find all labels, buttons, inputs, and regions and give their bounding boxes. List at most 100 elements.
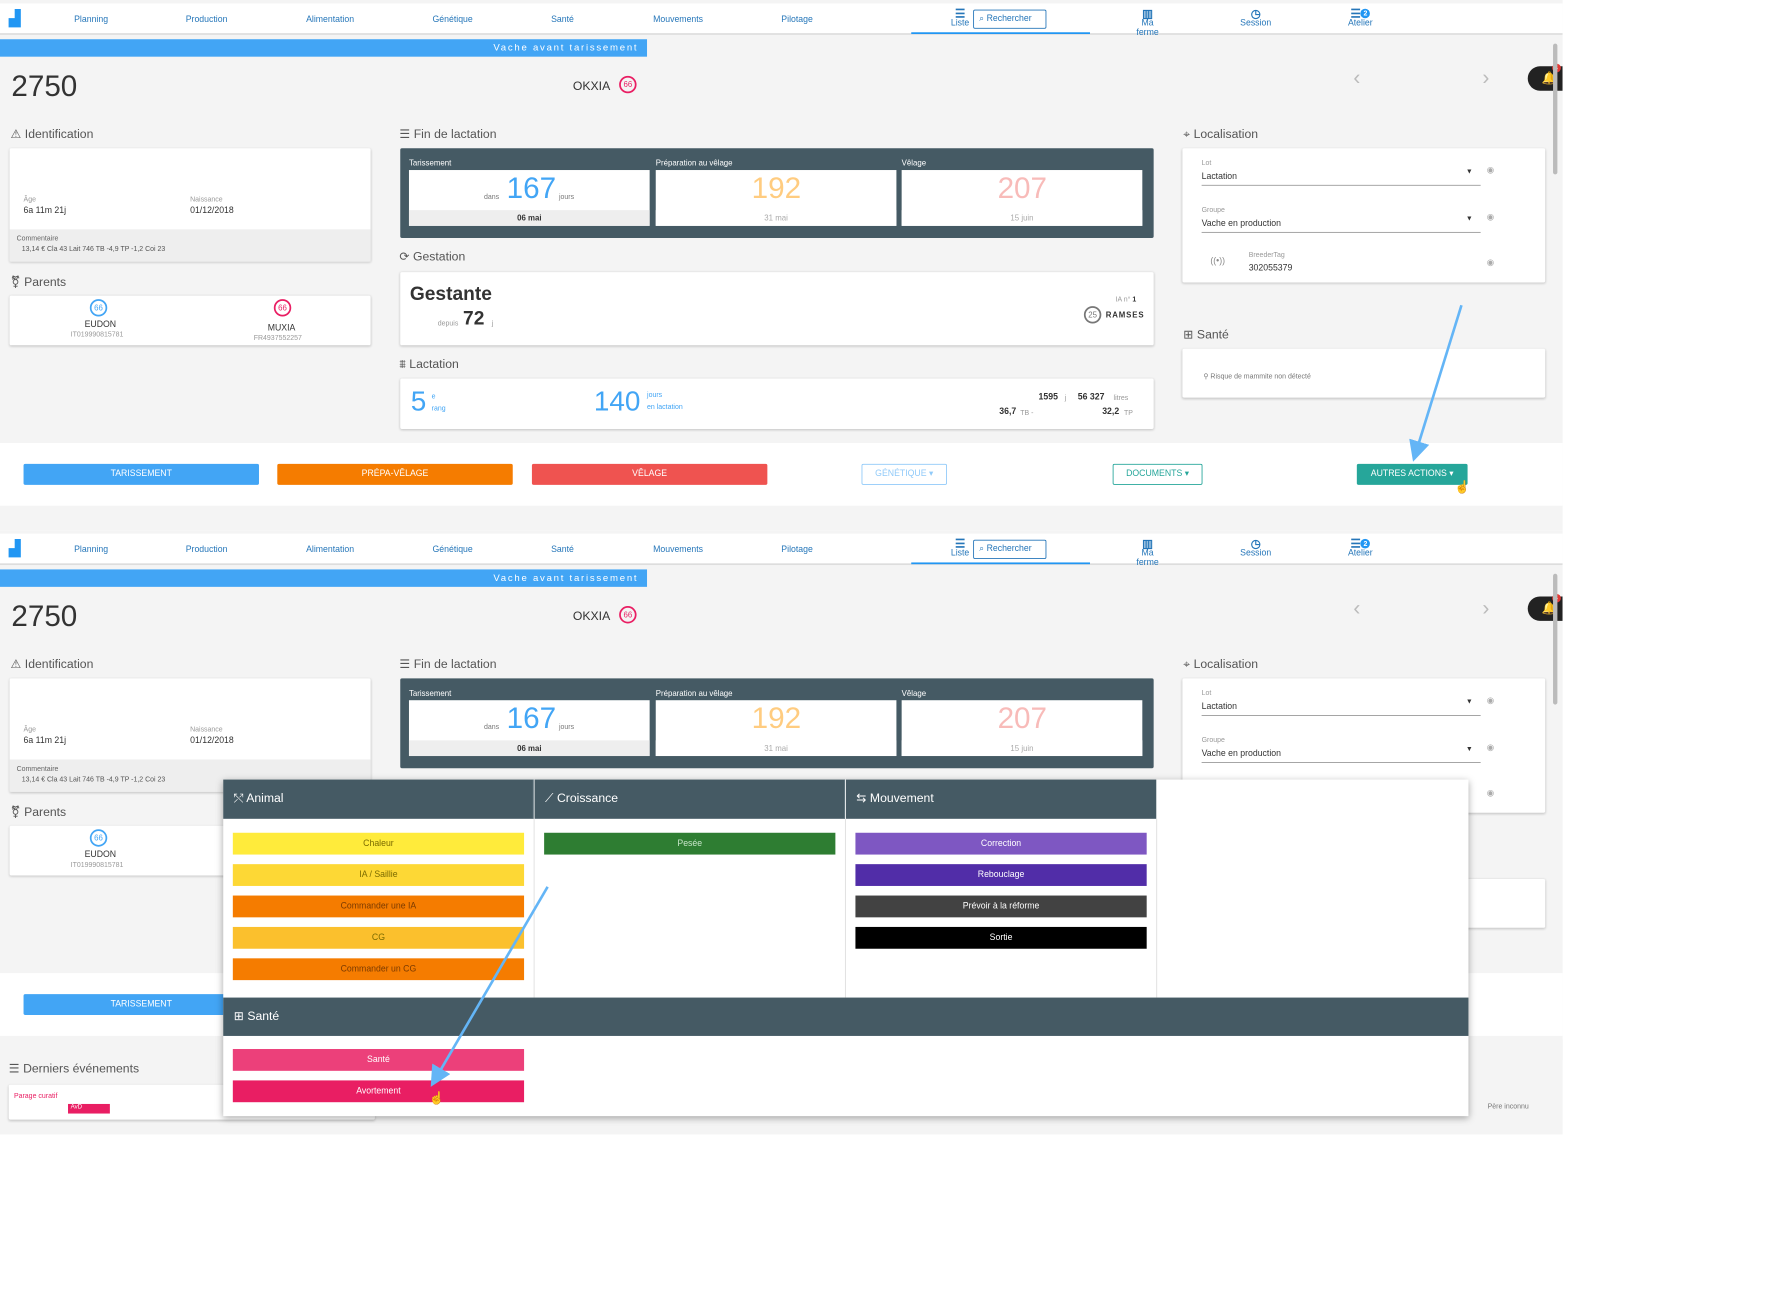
nav-mouvements[interactable]: Mouvements: [653, 545, 704, 555]
eye-icon[interactable]: ◉: [1486, 788, 1495, 798]
nav-pilotage[interactable]: Pilotage: [781, 14, 813, 25]
velage-days: 207: [997, 701, 1048, 736]
tarissement-button[interactable]: TARISSEMENT: [23, 463, 259, 485]
chevron-down-icon[interactable]: ▼: [1465, 214, 1473, 223]
lot-select[interactable]: Lactation: [1201, 702, 1481, 716]
prevoir-reforme-button[interactable]: Prévoir à la réforme: [855, 895, 1147, 918]
growth-icon: ⟋: [545, 790, 554, 805]
tarissement-button[interactable]: TARISSEMENT: [23, 994, 259, 1016]
nav-alimentation[interactable]: Alimentation: [306, 14, 355, 25]
lactation-tp: 32,2: [1102, 407, 1120, 417]
gestation-card: Gestante depuis 72 j IA n° 1 25 RAMSES: [400, 272, 1154, 346]
app-logo-icon[interactable]: ▟: [8, 9, 21, 28]
bull-name[interactable]: RAMSES: [1105, 310, 1145, 320]
nav-sante[interactable]: Santé: [551, 545, 574, 555]
chevron-down-icon[interactable]: ▼: [1465, 744, 1473, 753]
rfid-icon: ((•)): [1210, 256, 1226, 266]
velage-date: 15 juin: [901, 210, 1143, 226]
nav-atelier[interactable]: ☰ 2 Atelier: [1343, 8, 1378, 28]
sortie-button[interactable]: Sortie: [855, 926, 1147, 949]
prepa-velage-button[interactable]: PRÉPA-VÊLAGE: [277, 463, 513, 485]
nav-atelier[interactable]: ☰ 2 Atelier: [1343, 538, 1378, 558]
eye-icon[interactable]: ◉: [1486, 258, 1495, 268]
ia-saillie-button[interactable]: IA / Saillie: [232, 864, 525, 886]
session-icon: ◷: [1250, 6, 1261, 21]
commander-ia-button[interactable]: Commander une IA: [232, 895, 525, 918]
nav-genetique[interactable]: Génétique: [432, 545, 473, 555]
nav-production[interactable]: Production: [185, 545, 228, 555]
comment-label: Commentaire: [16, 234, 59, 243]
next-arrow-icon[interactable]: ›: [1482, 66, 1490, 90]
mother-name[interactable]: MUXIA: [267, 323, 296, 334]
animal-icon: ⤲: [233, 790, 244, 805]
father-name[interactable]: EUDON: [84, 320, 117, 330]
cg-button[interactable]: CG: [232, 926, 525, 949]
documents-button[interactable]: DOCUMENTS ▾: [1112, 463, 1203, 485]
lactation-rank: 5: [410, 385, 427, 417]
nav-ma-ferme[interactable]: ▥ Ma ferme: [1130, 538, 1165, 568]
nav-session[interactable]: ◷ Session: [1240, 6, 1272, 28]
preparation-label: Préparation au vêlage: [655, 158, 733, 168]
gestation-days: 72: [463, 306, 485, 329]
sante-action-button[interactable]: Santé: [232, 1049, 525, 1071]
correction-button[interactable]: Correction: [855, 832, 1147, 855]
next-arrow-icon[interactable]: ›: [1482, 596, 1490, 620]
prev-arrow-icon[interactable]: ‹: [1353, 66, 1361, 90]
chaleur-button[interactable]: Chaleur: [232, 832, 525, 855]
nav-pilotage[interactable]: Pilotage: [781, 545, 813, 555]
checklist-icon: ☰ 2: [1343, 538, 1378, 549]
scrollbar[interactable]: [1553, 43, 1558, 175]
fin-lactation-panel: Tarissement dans 167 jours 06 mai Prépar…: [400, 678, 1154, 769]
preparation-days: 192: [751, 171, 802, 205]
cursor-icon: ☝: [429, 1090, 445, 1105]
nav-planning[interactable]: Planning: [74, 14, 109, 25]
nav-genetique[interactable]: Génétique: [432, 14, 473, 25]
velage-button[interactable]: VÊLAGE: [531, 463, 768, 485]
atelier-badge: 2: [1360, 538, 1371, 549]
eye-icon[interactable]: ◉: [1486, 742, 1495, 753]
list-icon: ☰: [954, 6, 966, 21]
nav-liste[interactable]: ☰ Liste: [943, 537, 978, 558]
chevron-down-icon[interactable]: ▼: [1465, 167, 1473, 176]
search-input[interactable]: ⌕ Rechercher: [973, 9, 1047, 29]
commander-cg-button[interactable]: Commander un CG: [232, 958, 525, 981]
nav-planning[interactable]: Planning: [74, 545, 109, 555]
nav-session[interactable]: ◷ Session: [1240, 537, 1272, 559]
chevron-down-icon[interactable]: ▼: [1465, 697, 1473, 706]
pesee-button[interactable]: Pesée: [544, 832, 836, 855]
nav-alimentation[interactable]: Alimentation: [306, 545, 355, 555]
atelier-badge: 2: [1360, 8, 1371, 19]
list-icon: ☰: [954, 537, 966, 551]
scrollbar[interactable]: [1553, 573, 1558, 705]
eye-icon[interactable]: ◉: [1486, 212, 1495, 223]
nav-active-underline: [911, 32, 1090, 35]
localisation-title: ⌖ Localisation: [1183, 126, 1259, 141]
groupe-select[interactable]: Vache en production: [1201, 749, 1481, 763]
eye-icon[interactable]: ◉: [1486, 165, 1495, 176]
lactation-litres: 56 327: [1077, 392, 1105, 402]
app-logo-icon[interactable]: ▟: [8, 539, 21, 558]
nav-production[interactable]: Production: [185, 14, 228, 25]
nav-ma-ferme[interactable]: ▥ Ma ferme: [1130, 8, 1165, 38]
preparation-date: 31 mai: [655, 210, 897, 226]
autres-actions-button[interactable]: AUTRES ACTIONS ▾: [1356, 463, 1468, 485]
lot-select[interactable]: Lactation: [1201, 172, 1481, 186]
lactation-days: 140: [593, 385, 641, 417]
genetique-button[interactable]: GÉNÉTIQUE ▾: [861, 463, 947, 485]
eye-icon[interactable]: ◉: [1486, 695, 1495, 706]
prev-arrow-icon[interactable]: ‹: [1353, 596, 1361, 620]
lactation-v1: 1595: [1038, 392, 1058, 402]
nav-liste[interactable]: ☰ Liste: [943, 6, 978, 28]
nav-mouvements[interactable]: Mouvements: [653, 14, 704, 25]
event-tag: AvD: [68, 1103, 110, 1114]
nav-sante[interactable]: Santé: [551, 14, 574, 25]
comment-value: 13,14 € Cla 43 Lait 746 TB -4,9 TP -1,2 …: [21, 245, 166, 253]
search-icon: ⌕: [979, 13, 985, 24]
father-name[interactable]: EUDON: [84, 850, 117, 860]
search-input[interactable]: ⌕ Rechercher: [973, 539, 1047, 559]
avortement-button[interactable]: Avortement: [232, 1080, 525, 1103]
velage-tile: 207 15 juin: [901, 170, 1143, 226]
autres-actions-menu: ⤲ Animal ⟋ Croissance ⇆ Mouvement Chaleu…: [223, 779, 1469, 1117]
groupe-select[interactable]: Vache en production: [1201, 219, 1481, 233]
rebouclage-button[interactable]: Rebouclage: [855, 864, 1147, 886]
